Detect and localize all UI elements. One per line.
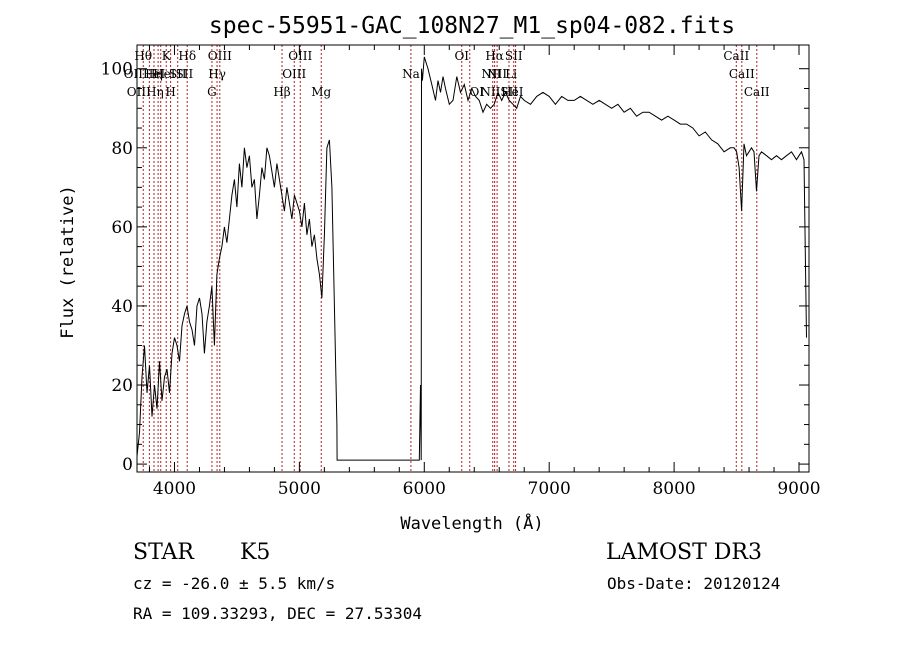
overlap-label-3: NII Li xyxy=(481,67,517,81)
x-tick-label: 7000 xyxy=(528,479,571,499)
line-label-23: SII xyxy=(505,49,523,63)
object-class: STAR xyxy=(133,540,195,565)
y-tick-label: 100 xyxy=(101,60,133,80)
overlap-label-5: OI xyxy=(469,85,484,99)
line-label-15: Mg xyxy=(311,85,331,99)
x-tick-label: 6000 xyxy=(403,479,446,499)
line-label-7: SII xyxy=(169,67,187,81)
y-tick-label: 0 xyxy=(122,455,133,475)
survey-name: LAMOST DR3 xyxy=(606,540,762,565)
x-tick-label: 5000 xyxy=(278,479,321,499)
line-label-12: Hβ xyxy=(273,85,290,99)
line-label-25: CaII xyxy=(723,49,749,63)
line-label-26: CaII xyxy=(729,67,755,81)
overlap-label-0: OIIHeI xyxy=(124,67,166,81)
line-label-6: H xyxy=(165,85,175,99)
spectrum-series xyxy=(136,56,807,461)
plot-frame xyxy=(136,44,810,473)
spectrum-line-0 xyxy=(136,56,807,461)
line-label-17: OI xyxy=(454,49,469,63)
x-axis: 4000 5000 6000 7000 8000 9000 xyxy=(148,45,821,499)
x-tick-label: 9000 xyxy=(777,479,820,499)
line-label-14: OIII xyxy=(288,49,312,63)
x-tick-label: 4000 xyxy=(153,479,196,499)
line-label-2: Hη xyxy=(145,67,163,81)
spectral-line-markers xyxy=(142,45,758,472)
y-axis: 0 20 40 60 80 100 xyxy=(101,60,809,475)
line-label-21: NII xyxy=(487,67,507,81)
line-label-27: CaII xyxy=(744,85,770,99)
x-axis-label: Wavelength (Å) xyxy=(400,512,543,534)
observation-date: Obs-Date: 20120124 xyxy=(607,574,780,593)
line-label-20: Hα xyxy=(485,49,504,63)
overlap-label-2: HeISII xyxy=(153,67,193,81)
line-label-10: Hγ xyxy=(208,67,226,81)
y-tick-label: 40 xyxy=(111,297,133,317)
y-tick-label: 80 xyxy=(111,139,133,159)
line-label-16: Na xyxy=(402,67,420,81)
chart-title: spec-55951-GAC_108N27_M1_sp04-082.fits xyxy=(209,13,735,39)
y-tick-label: 60 xyxy=(111,218,133,238)
line-label-11: OIII xyxy=(208,49,232,63)
line-label-0: Hθ xyxy=(134,49,152,63)
coordinates: RA = 109.33293, DEC = 27.53304 xyxy=(133,604,422,623)
overlap-label-1: OIIHη xyxy=(127,85,164,99)
overlap-label-4: NIISII xyxy=(480,85,518,99)
line-label-13: OIII xyxy=(282,67,306,81)
y-axis-label: Flux (relative) xyxy=(58,185,78,339)
object-subclass: K5 xyxy=(240,540,270,565)
line-label-8: Hδ xyxy=(178,49,196,63)
line-label-9: G xyxy=(207,85,217,99)
x-tick-label: 8000 xyxy=(652,479,695,499)
line-label-5: K xyxy=(162,49,172,63)
y-tick-label: 20 xyxy=(111,376,133,396)
redshift-value: cz = -26.0 ± 5.5 km/s xyxy=(133,574,335,593)
